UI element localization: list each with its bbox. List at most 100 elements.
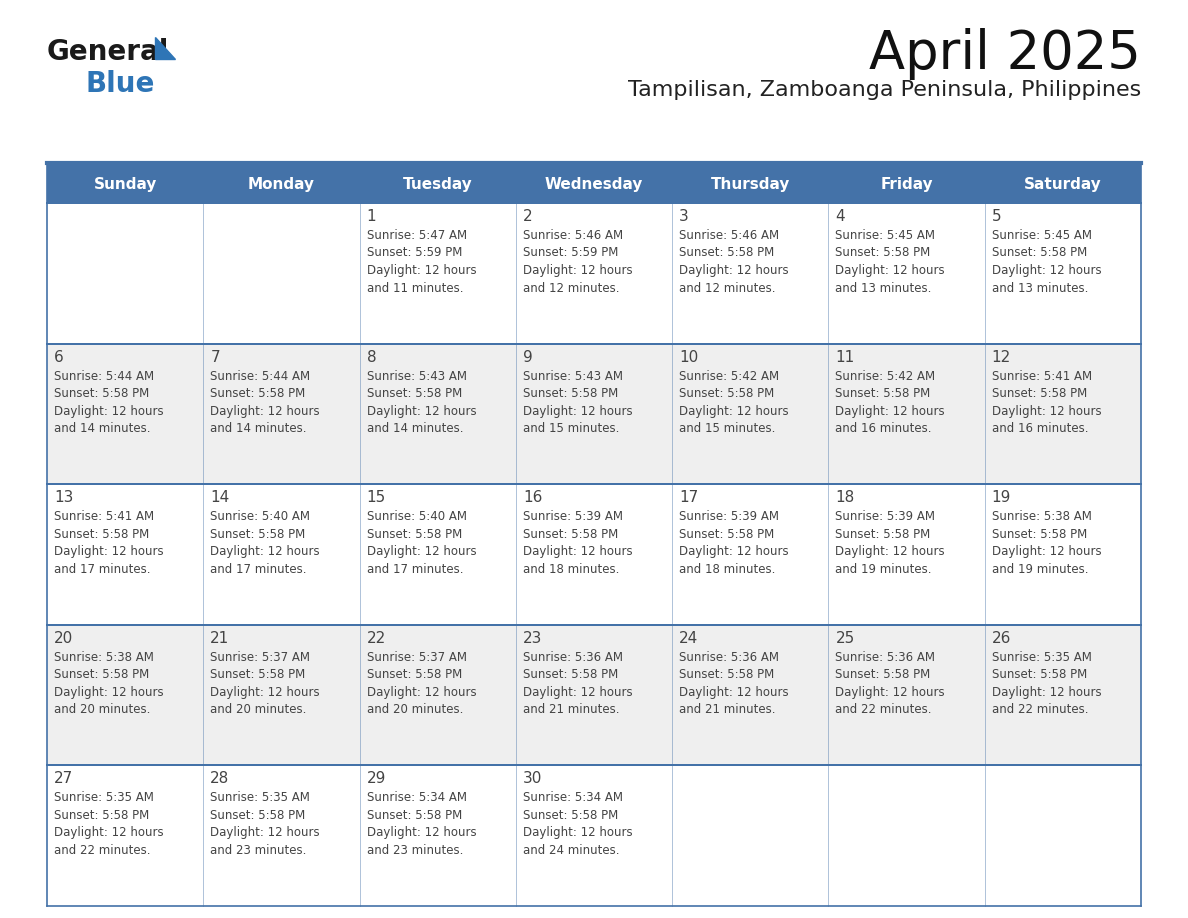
- Text: 16: 16: [523, 490, 542, 505]
- Bar: [828, 766, 985, 906]
- Bar: [516, 165, 672, 203]
- Bar: [985, 203, 1140, 343]
- Text: April 2025: April 2025: [870, 28, 1140, 80]
- Text: 19: 19: [992, 490, 1011, 505]
- Bar: [48, 625, 203, 766]
- Bar: [672, 625, 828, 766]
- Text: Sunrise: 5:40 AM
Sunset: 5:58 PM
Daylight: 12 hours
and 17 minutes.: Sunrise: 5:40 AM Sunset: 5:58 PM Dayligh…: [210, 510, 320, 576]
- Text: Sunrise: 5:37 AM
Sunset: 5:58 PM
Daylight: 12 hours
and 20 minutes.: Sunrise: 5:37 AM Sunset: 5:58 PM Dayligh…: [367, 651, 476, 716]
- Bar: [360, 165, 516, 203]
- Text: Sunrise: 5:34 AM
Sunset: 5:58 PM
Daylight: 12 hours
and 24 minutes.: Sunrise: 5:34 AM Sunset: 5:58 PM Dayligh…: [523, 791, 632, 856]
- Text: 21: 21: [210, 631, 229, 645]
- Text: 18: 18: [835, 490, 854, 505]
- Text: 13: 13: [53, 490, 74, 505]
- Bar: [828, 165, 985, 203]
- Bar: [985, 766, 1140, 906]
- Bar: [828, 625, 985, 766]
- Bar: [203, 625, 360, 766]
- Text: General: General: [48, 38, 170, 66]
- Text: Sunrise: 5:36 AM
Sunset: 5:58 PM
Daylight: 12 hours
and 22 minutes.: Sunrise: 5:36 AM Sunset: 5:58 PM Dayligh…: [835, 651, 944, 716]
- Bar: [203, 165, 360, 203]
- Text: Sunrise: 5:45 AM
Sunset: 5:58 PM
Daylight: 12 hours
and 13 minutes.: Sunrise: 5:45 AM Sunset: 5:58 PM Dayligh…: [835, 229, 944, 295]
- Text: 28: 28: [210, 771, 229, 787]
- Text: Sunrise: 5:39 AM
Sunset: 5:58 PM
Daylight: 12 hours
and 18 minutes.: Sunrise: 5:39 AM Sunset: 5:58 PM Dayligh…: [680, 510, 789, 576]
- Text: 12: 12: [992, 350, 1011, 364]
- Bar: [985, 343, 1140, 484]
- Text: Sunrise: 5:44 AM
Sunset: 5:58 PM
Daylight: 12 hours
and 14 minutes.: Sunrise: 5:44 AM Sunset: 5:58 PM Dayligh…: [53, 370, 164, 435]
- Text: Sunday: Sunday: [94, 176, 157, 192]
- Text: 7: 7: [210, 350, 220, 364]
- Text: Sunrise: 5:39 AM
Sunset: 5:58 PM
Daylight: 12 hours
and 19 minutes.: Sunrise: 5:39 AM Sunset: 5:58 PM Dayligh…: [835, 510, 944, 576]
- Text: Sunrise: 5:39 AM
Sunset: 5:58 PM
Daylight: 12 hours
and 18 minutes.: Sunrise: 5:39 AM Sunset: 5:58 PM Dayligh…: [523, 510, 632, 576]
- Bar: [360, 625, 516, 766]
- Text: 11: 11: [835, 350, 854, 364]
- Bar: [203, 203, 360, 343]
- Text: Sunrise: 5:47 AM
Sunset: 5:59 PM
Daylight: 12 hours
and 11 minutes.: Sunrise: 5:47 AM Sunset: 5:59 PM Dayligh…: [367, 229, 476, 295]
- Text: 5: 5: [992, 209, 1001, 224]
- Text: Saturday: Saturday: [1024, 176, 1101, 192]
- Text: 23: 23: [523, 631, 542, 645]
- Text: 3: 3: [680, 209, 689, 224]
- Bar: [672, 203, 828, 343]
- Text: Sunrise: 5:36 AM
Sunset: 5:58 PM
Daylight: 12 hours
and 21 minutes.: Sunrise: 5:36 AM Sunset: 5:58 PM Dayligh…: [680, 651, 789, 716]
- Text: Sunrise: 5:42 AM
Sunset: 5:58 PM
Daylight: 12 hours
and 16 minutes.: Sunrise: 5:42 AM Sunset: 5:58 PM Dayligh…: [835, 370, 944, 435]
- Bar: [672, 766, 828, 906]
- Text: 24: 24: [680, 631, 699, 645]
- Text: Blue: Blue: [86, 70, 154, 98]
- Text: Sunrise: 5:45 AM
Sunset: 5:58 PM
Daylight: 12 hours
and 13 minutes.: Sunrise: 5:45 AM Sunset: 5:58 PM Dayligh…: [992, 229, 1101, 295]
- Bar: [828, 203, 985, 343]
- Bar: [48, 165, 203, 203]
- Bar: [48, 766, 203, 906]
- Text: Sunrise: 5:43 AM
Sunset: 5:58 PM
Daylight: 12 hours
and 14 minutes.: Sunrise: 5:43 AM Sunset: 5:58 PM Dayligh…: [367, 370, 476, 435]
- Bar: [828, 343, 985, 484]
- Bar: [360, 484, 516, 625]
- Text: 6: 6: [53, 350, 64, 364]
- Bar: [203, 484, 360, 625]
- Text: Sunrise: 5:46 AM
Sunset: 5:59 PM
Daylight: 12 hours
and 12 minutes.: Sunrise: 5:46 AM Sunset: 5:59 PM Dayligh…: [523, 229, 632, 295]
- Bar: [203, 766, 360, 906]
- Text: 14: 14: [210, 490, 229, 505]
- Text: 29: 29: [367, 771, 386, 787]
- Text: Monday: Monday: [248, 176, 315, 192]
- Text: Sunrise: 5:38 AM
Sunset: 5:58 PM
Daylight: 12 hours
and 19 minutes.: Sunrise: 5:38 AM Sunset: 5:58 PM Dayligh…: [992, 510, 1101, 576]
- Text: Sunrise: 5:44 AM
Sunset: 5:58 PM
Daylight: 12 hours
and 14 minutes.: Sunrise: 5:44 AM Sunset: 5:58 PM Dayligh…: [210, 370, 320, 435]
- Text: Sunrise: 5:34 AM
Sunset: 5:58 PM
Daylight: 12 hours
and 23 minutes.: Sunrise: 5:34 AM Sunset: 5:58 PM Dayligh…: [367, 791, 476, 856]
- Text: Tampilisan, Zamboanga Peninsula, Philippines: Tampilisan, Zamboanga Peninsula, Philipp…: [627, 80, 1140, 100]
- Text: Sunrise: 5:36 AM
Sunset: 5:58 PM
Daylight: 12 hours
and 21 minutes.: Sunrise: 5:36 AM Sunset: 5:58 PM Dayligh…: [523, 651, 632, 716]
- Bar: [48, 484, 203, 625]
- Text: Thursday: Thursday: [710, 176, 790, 192]
- Bar: [48, 343, 203, 484]
- Bar: [828, 484, 985, 625]
- Text: 15: 15: [367, 490, 386, 505]
- Text: 26: 26: [992, 631, 1011, 645]
- Bar: [203, 343, 360, 484]
- Text: 1: 1: [367, 209, 377, 224]
- Text: 10: 10: [680, 350, 699, 364]
- Text: Sunrise: 5:40 AM
Sunset: 5:58 PM
Daylight: 12 hours
and 17 minutes.: Sunrise: 5:40 AM Sunset: 5:58 PM Dayligh…: [367, 510, 476, 576]
- Text: Friday: Friday: [880, 176, 933, 192]
- Bar: [516, 766, 672, 906]
- Bar: [985, 625, 1140, 766]
- Bar: [672, 484, 828, 625]
- Text: Wednesday: Wednesday: [545, 176, 643, 192]
- Bar: [516, 625, 672, 766]
- Bar: [672, 343, 828, 484]
- Text: Sunrise: 5:41 AM
Sunset: 5:58 PM
Daylight: 12 hours
and 17 minutes.: Sunrise: 5:41 AM Sunset: 5:58 PM Dayligh…: [53, 510, 164, 576]
- Text: 25: 25: [835, 631, 854, 645]
- Text: Sunrise: 5:37 AM
Sunset: 5:58 PM
Daylight: 12 hours
and 20 minutes.: Sunrise: 5:37 AM Sunset: 5:58 PM Dayligh…: [210, 651, 320, 716]
- Bar: [516, 484, 672, 625]
- Text: 17: 17: [680, 490, 699, 505]
- Text: 20: 20: [53, 631, 74, 645]
- Text: Sunrise: 5:35 AM
Sunset: 5:58 PM
Daylight: 12 hours
and 22 minutes.: Sunrise: 5:35 AM Sunset: 5:58 PM Dayligh…: [992, 651, 1101, 716]
- Bar: [360, 343, 516, 484]
- Text: 30: 30: [523, 771, 542, 787]
- Text: 2: 2: [523, 209, 532, 224]
- Bar: [672, 165, 828, 203]
- Bar: [985, 484, 1140, 625]
- Text: 8: 8: [367, 350, 377, 364]
- Bar: [48, 203, 203, 343]
- Text: Tuesday: Tuesday: [403, 176, 473, 192]
- Text: 4: 4: [835, 209, 845, 224]
- Bar: [985, 165, 1140, 203]
- Text: 22: 22: [367, 631, 386, 645]
